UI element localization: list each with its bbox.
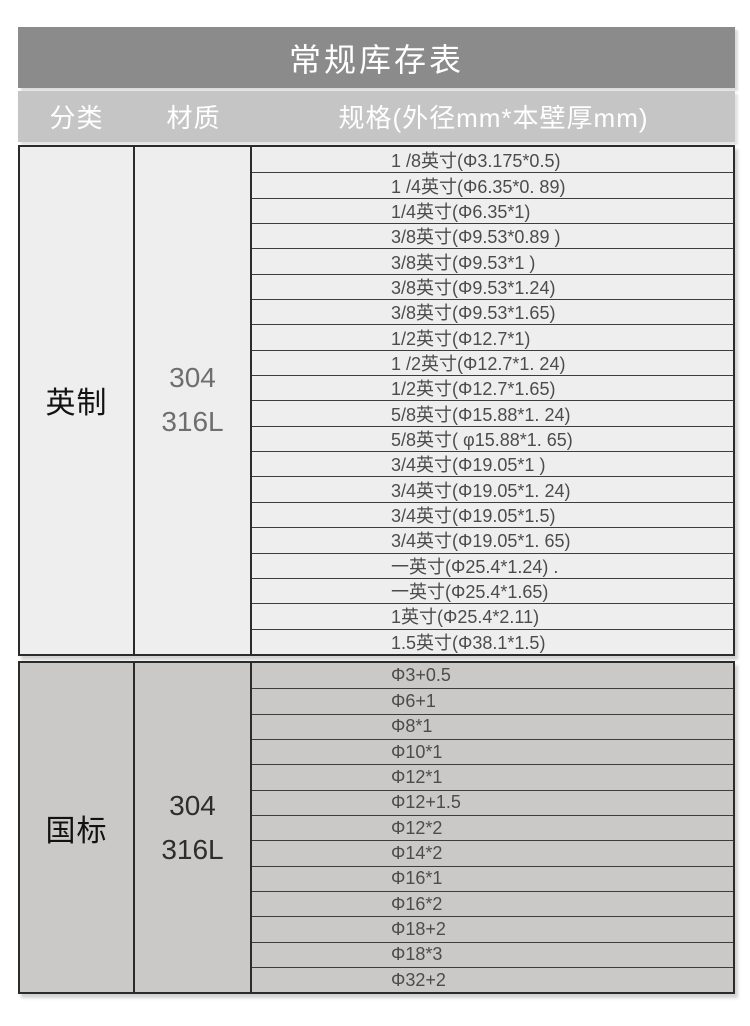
spec-row: 1.5英寸(Φ38.1*1.5) <box>252 628 733 654</box>
spec-row: Φ18+2 <box>252 916 733 941</box>
spec-rows: Φ3+0.5 Φ6+1 Φ8*1 Φ10*1 Φ12*1 Φ12+1.5 Φ12*2 Φ14*… <box>252 663 733 992</box>
material-line: 316L <box>161 406 224 438</box>
spec-row: 3/8英寸(Φ9.53*1 ) <box>252 248 733 273</box>
page-title: 常规库存表 <box>288 41 464 78</box>
spec-row: 3/8英寸(Φ9.53*1.65) <box>252 299 733 324</box>
spec-row: 3/8英寸(Φ9.53*0.89 ) <box>252 223 733 248</box>
spec-row: Φ10*1 <box>252 738 733 764</box>
spec-row: Φ14*2 <box>252 840 733 865</box>
spec-row: Φ32+2 <box>252 967 733 992</box>
spec-row: Φ16*1 <box>252 865 733 891</box>
column-header-material: 材质 <box>166 103 221 133</box>
category-cell: 英制 <box>20 147 135 654</box>
spec-row: 1/2英寸(Φ12.7*1) <box>252 324 733 349</box>
spec-row: 5/8英寸(Φ15.88*1. 24) <box>252 400 733 425</box>
spec-row: Φ8*1 <box>252 713 733 739</box>
material-line: 304 <box>169 789 216 821</box>
table-title-bar: 常规库存表 <box>18 27 735 88</box>
spec-row: 5/8英寸( φ15.88*1. 65) <box>252 425 733 451</box>
material-cell: 304 316L <box>135 662 252 993</box>
spec-row: 一英寸(Φ25.4*1.65) <box>252 577 733 603</box>
material-cell: 304 316L <box>135 147 252 654</box>
material-line: 304 <box>169 362 216 394</box>
spec-row: 1 /8英寸(Φ3.175*0.5) <box>391 150 561 171</box>
category-cell: 国标 <box>20 662 135 993</box>
spec-row: 1 /4英寸(Φ6.35*0. 89) <box>252 172 733 197</box>
spec-row: 1 /2英寸(Φ12.7*1. 24) <box>252 349 733 375</box>
spec-row: 3/4英寸(Φ19.05*1. 24) <box>252 476 733 501</box>
column-header-row: 分类 材质 规格(外径mm*本壁厚mm) <box>18 91 735 142</box>
spec-row: Φ12+1.5 <box>252 789 733 815</box>
column-header-category: 分类 <box>49 103 104 133</box>
spec-row: 1英寸(Φ25.4*2.11) <box>252 603 733 628</box>
inventory-sheet: 常规库存表 分类 材质 规格(外径mm*本壁厚mm) 英制 304 316L 1 … <box>18 27 735 995</box>
spec-row: 一英寸(Φ25.4*1.24) . <box>252 552 733 578</box>
spec-row: 1/2英寸(Φ12.7*1.65) <box>252 375 733 400</box>
spec-row: Φ18*3 <box>252 941 733 967</box>
section-gb: 国标 304 316L Φ3+0.5 Φ6+1 Φ8*1 Φ10*1 Φ12*1 Φ12+1… <box>18 660 735 995</box>
spec-row: 3/4英寸(Φ19.05*1 ) <box>252 451 733 476</box>
spec-row: Φ3+0.5 <box>391 665 451 686</box>
spec-row: 3/4英寸(Φ19.05*1. 65) <box>252 527 733 552</box>
spec-row: 1/4英寸(Φ6.35*1) <box>252 197 733 223</box>
spec-row: Φ12*1 <box>252 764 733 789</box>
spec-row: Φ16*2 <box>252 890 733 916</box>
material-line: 316L <box>161 833 224 865</box>
column-header-spec: 规格(外径mm*本壁厚mm) <box>338 103 649 133</box>
table-body: 英制 304 316L 1 /8英寸(Φ3.175*0.5) 1 /4英寸(Φ6.3… <box>18 145 735 995</box>
spec-row: Φ6+1 <box>252 688 733 713</box>
spec-rows: 1 /8英寸(Φ3.175*0.5) 1 /4英寸(Φ6.35*0. 89) 1/4… <box>252 147 733 654</box>
section-imperial: 英制 304 316L 1 /8英寸(Φ3.175*0.5) 1 /4英寸(Φ6.3… <box>18 145 735 656</box>
spec-row: 3/8英寸(Φ9.53*1.24) <box>252 273 733 299</box>
spec-row: 3/4英寸(Φ19.05*1.5) <box>252 501 733 527</box>
spec-row: Φ12*2 <box>252 814 733 840</box>
